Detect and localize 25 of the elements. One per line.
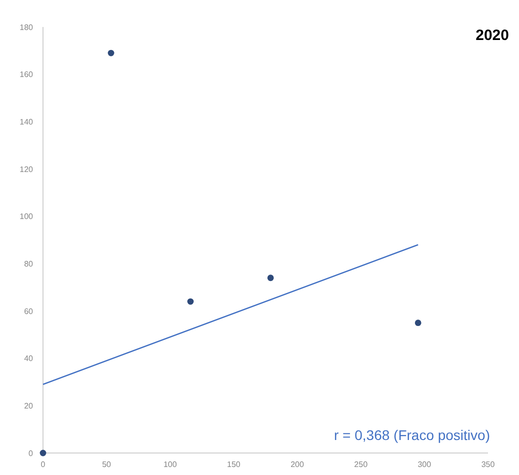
y-tick-label: 100 [20,212,34,222]
y-tick-label: 120 [20,164,34,174]
annotation: r = 0,368 (Fraco positivo) [334,427,490,443]
point [267,274,274,282]
point [187,298,194,305]
x-tick-label: 150 [227,460,241,469]
point [414,320,422,326]
x-tick-label: 50 [102,460,112,469]
y-tick-label: 180 [20,22,34,32]
y-tick-label: 140 [20,117,34,126]
x-tick-label: 350 [481,460,496,469]
point [108,50,114,56]
x-tick-label: 0 [40,460,46,469]
x-tick-label: 200 [290,460,305,469]
x-tick-label: 300 [418,460,432,469]
y-tick-label: 0 [28,448,34,458]
y-tick-label: 40 [24,354,34,364]
y-tick-label: 20 [24,401,34,410]
chart-title: 2020 [476,27,509,44]
y-tick-label: 80 [24,259,34,268]
y-tick-label: 60 [24,306,34,316]
y-tick-label: 160 [20,70,34,80]
point [40,450,46,456]
x-tick-label: 250 [354,460,368,469]
x-tick-label: 100 [163,460,178,469]
